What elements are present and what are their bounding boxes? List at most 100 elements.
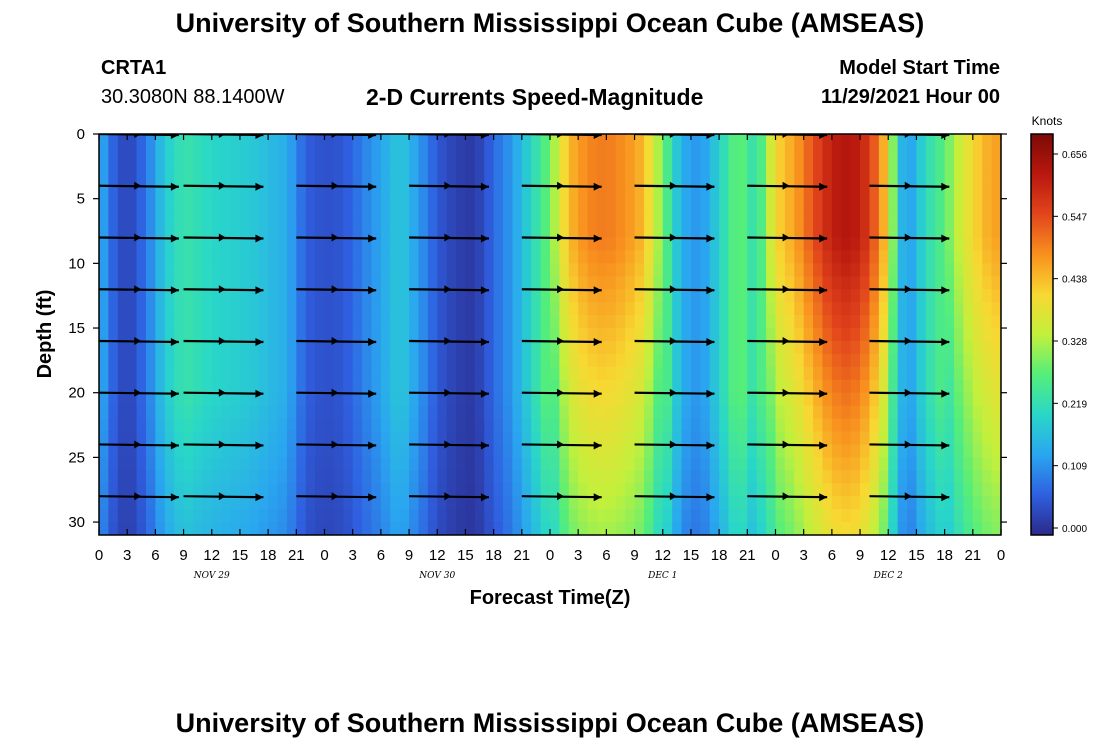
heatmap-cell	[390, 146, 401, 161]
heatmap-cell	[333, 509, 344, 523]
heatmap-cell	[653, 263, 664, 277]
heatmap-cell	[512, 392, 523, 407]
heatmap-cell	[258, 198, 269, 213]
heatmap-cell	[521, 392, 532, 407]
heatmap-cell	[192, 276, 203, 290]
heatmap-cell	[258, 509, 269, 523]
heatmap-cell	[474, 289, 485, 303]
current-arrow	[634, 336, 715, 346]
heatmap-cell	[925, 185, 936, 200]
heatmap-cell	[99, 431, 109, 446]
heatmap-cell	[944, 340, 955, 355]
heatmap-cell	[888, 444, 899, 458]
heatmap-cell	[888, 159, 899, 174]
heatmap-cell	[700, 159, 711, 174]
heatmap-cell	[972, 146, 983, 161]
heatmap-cell	[737, 509, 748, 523]
heatmap-cell	[512, 483, 523, 497]
heatmap-cell	[662, 276, 673, 290]
heatmap-cell	[249, 146, 260, 161]
heatmap-cell	[258, 134, 269, 148]
heatmap-cell	[897, 224, 908, 239]
x-tick-label: 6	[602, 547, 610, 564]
heatmap-cell	[465, 263, 476, 277]
heatmap-cell	[803, 172, 814, 187]
heatmap-cell	[474, 172, 485, 187]
heatmap-cell	[268, 328, 279, 342]
heatmap-cell	[963, 224, 974, 239]
heatmap-cell	[390, 431, 401, 446]
axes-layer: 0 3 6 9 12 15 18 21 0 3 6 9 12 15 18 21 0 3 6 9 12 15 18 21 0 3 6 9…	[68, 126, 1007, 581]
heatmap-cell	[136, 198, 147, 213]
heatmap-cell	[559, 483, 570, 497]
heatmap-cell	[944, 172, 955, 187]
heatmap-cell	[944, 470, 955, 484]
heatmap-cell	[606, 237, 617, 252]
heatmap-cell	[963, 366, 974, 381]
heatmap-cell	[615, 172, 626, 187]
heatmap-cell	[813, 328, 824, 342]
heatmap-cell	[719, 457, 730, 471]
heatmap-cell	[700, 237, 711, 252]
heatmap-cell	[784, 237, 795, 252]
heatmap-cell	[286, 328, 297, 342]
heatmap-cell	[521, 340, 532, 355]
heatmap-cell	[606, 431, 617, 446]
heatmap-cell	[803, 302, 814, 316]
heatmap-cell	[380, 172, 391, 187]
heatmap-cell	[803, 289, 814, 303]
heatmap-cell	[493, 522, 504, 535]
heatmap-cell	[568, 302, 579, 316]
heatmap-cell	[634, 418, 645, 433]
heatmap-cell	[362, 418, 373, 433]
heatmap-cell	[164, 392, 175, 407]
heatmap-cell	[343, 496, 354, 510]
heatmap-cell	[728, 431, 739, 446]
heatmap-cell	[672, 146, 683, 161]
heatmap-cell	[277, 224, 288, 239]
heatmap-cell	[474, 509, 485, 523]
heatmap-cell	[860, 302, 871, 316]
heatmap-cell	[343, 431, 354, 446]
heatmap-cell	[916, 405, 927, 420]
heatmap-cell	[878, 315, 889, 329]
heatmap-cell	[465, 353, 476, 368]
x-axis-label: Forecast Time(Z)	[470, 587, 631, 609]
heatmap-cell	[324, 224, 335, 239]
heatmap-cell	[390, 418, 401, 433]
heatmap-cell	[625, 509, 636, 523]
heatmap-cell	[559, 198, 570, 213]
heatmap-cell	[991, 211, 1001, 226]
heatmap-cell	[878, 444, 889, 458]
heatmap-cell	[954, 483, 965, 497]
heatmap-cell	[192, 509, 203, 523]
x-tick-label: 3	[349, 547, 357, 564]
heatmap-cell	[155, 470, 166, 484]
heatmap-cell	[606, 444, 617, 458]
heatmap-cell	[437, 237, 448, 252]
heatmap-cell	[925, 328, 936, 342]
heatmap-cell	[596, 276, 607, 290]
heatmap-cell	[954, 237, 965, 252]
heatmap-cell	[672, 522, 683, 535]
heatmap-cell	[700, 146, 711, 161]
heatmap-cell	[362, 134, 373, 148]
heatmap-cell	[578, 444, 589, 458]
heatmap-cell	[794, 276, 805, 290]
heatmap-cell	[775, 276, 786, 290]
heatmap-cell	[719, 289, 730, 303]
heatmap-cell	[550, 237, 560, 252]
heatmap-cell	[747, 224, 758, 239]
heatmap-cell	[286, 366, 297, 381]
heatmap-cell	[324, 263, 335, 277]
heatmap-cell	[390, 276, 401, 290]
heatmap-cell	[305, 146, 316, 161]
heatmap-cell	[766, 172, 777, 187]
heatmap-cell	[784, 483, 795, 497]
heatmap-cell	[305, 418, 316, 433]
heatmap-cell	[239, 146, 250, 161]
heatmap-cell	[907, 224, 918, 239]
heatmap-cell	[775, 250, 786, 264]
heatmap-cell	[784, 353, 795, 368]
heatmap-cell	[643, 340, 654, 355]
